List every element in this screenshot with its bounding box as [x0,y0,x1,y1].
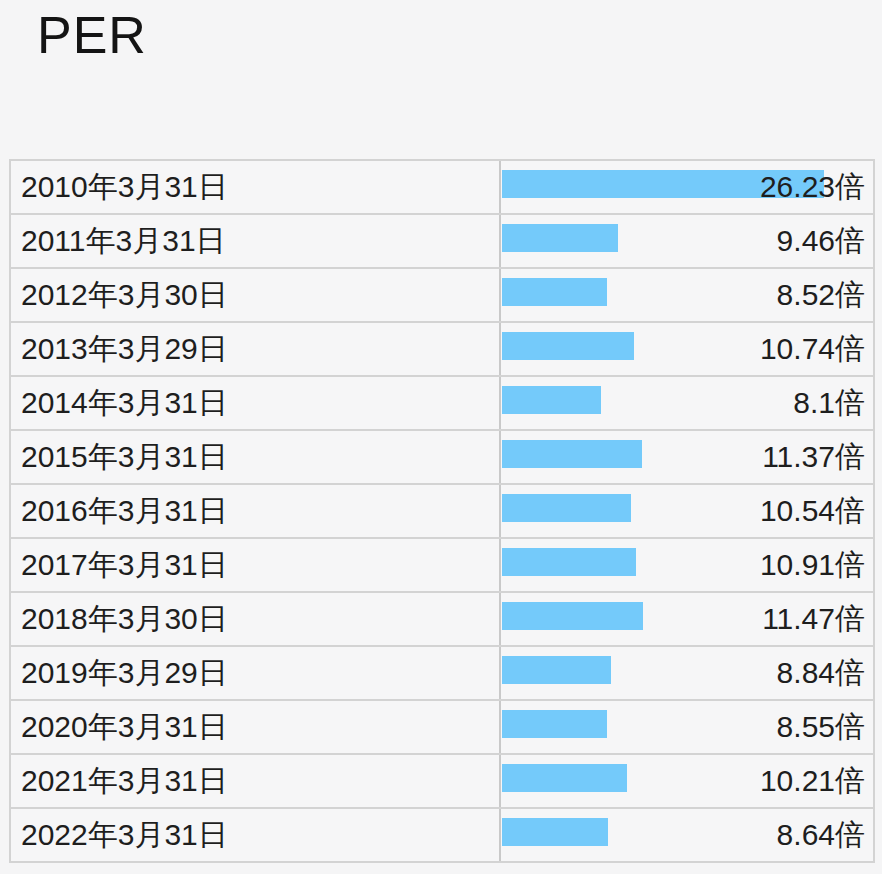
bar-cell: 9.46倍 [501,215,873,267]
date-cell: 2011年3月31日 [11,215,501,267]
bar-cell: 8.52倍 [501,269,873,321]
per-value-label: 10.91倍 [760,545,865,586]
bar-cell: 10.54倍 [501,485,873,537]
per-bar [502,656,611,684]
per-value-label: 10.54倍 [760,491,865,532]
page-title: PER [37,2,147,68]
table-row: 2021年3月31日 10.21倍 [11,755,873,809]
per-bar [502,386,601,414]
table-row: 2010年3月31日 26.23倍 [11,161,873,215]
per-value-label: 8.55倍 [777,707,865,748]
per-value-label: 8.52倍 [777,275,865,316]
table-row: 2017年3月31日 10.91倍 [11,539,873,593]
date-cell: 2019年3月29日 [11,647,501,699]
per-page: PER 2010年3月31日 26.23倍 2011年3月31日 9.46倍 2… [0,0,882,874]
per-bar [502,278,607,306]
bar-cell: 8.84倍 [501,647,873,699]
table-row: 2018年3月30日 11.47倍 [11,593,873,647]
table-row: 2012年3月30日 8.52倍 [11,269,873,323]
per-bar [502,710,607,738]
table-row: 2014年3月31日 8.1倍 [11,377,873,431]
per-value-label: 8.1倍 [793,383,865,424]
bar-cell: 10.21倍 [501,755,873,807]
date-cell: 2016年3月31日 [11,485,501,537]
date-cell: 2017年3月31日 [11,539,501,591]
date-cell: 2022年3月31日 [11,809,501,861]
date-cell: 2014年3月31日 [11,377,501,429]
per-bar [502,494,631,522]
table-row: 2016年3月31日 10.54倍 [11,485,873,539]
bar-cell: 10.74倍 [501,323,873,375]
date-cell: 2010年3月31日 [11,161,501,213]
per-value-label: 9.46倍 [777,221,865,262]
per-value-label: 10.21倍 [760,761,865,802]
date-cell: 2015年3月31日 [11,431,501,483]
per-bar [502,764,627,792]
table-row: 2011年3月31日 9.46倍 [11,215,873,269]
date-cell: 2018年3月30日 [11,593,501,645]
bar-cell: 26.23倍 [501,161,873,213]
per-value-label: 10.74倍 [760,329,865,370]
per-value-label: 8.64倍 [777,815,865,856]
bar-cell: 8.55倍 [501,701,873,753]
per-bar [502,332,634,360]
date-cell: 2012年3月30日 [11,269,501,321]
per-bar [502,224,618,252]
table-row: 2020年3月31日 8.55倍 [11,701,873,755]
table-row: 2019年3月29日 8.84倍 [11,647,873,701]
per-value-label: 8.84倍 [777,653,865,694]
date-cell: 2020年3月31日 [11,701,501,753]
table-row: 2015年3月31日 11.37倍 [11,431,873,485]
per-value-label: 11.47倍 [762,599,865,640]
date-cell: 2021年3月31日 [11,755,501,807]
table-row: 2022年3月31日 8.64倍 [11,809,873,861]
per-bar [502,602,643,630]
table-row: 2013年3月29日 10.74倍 [11,323,873,377]
per-value-label: 11.37倍 [762,437,865,478]
bar-cell: 10.91倍 [501,539,873,591]
per-bar [502,548,636,576]
per-bar [502,818,608,846]
per-bar [502,440,642,468]
bar-cell: 8.1倍 [501,377,873,429]
per-value-label: 26.23倍 [760,167,865,208]
date-cell: 2013年3月29日 [11,323,501,375]
bar-cell: 11.37倍 [501,431,873,483]
bar-cell: 11.47倍 [501,593,873,645]
bar-cell: 8.64倍 [501,809,873,861]
per-history-table: 2010年3月31日 26.23倍 2011年3月31日 9.46倍 2012年… [9,159,875,863]
